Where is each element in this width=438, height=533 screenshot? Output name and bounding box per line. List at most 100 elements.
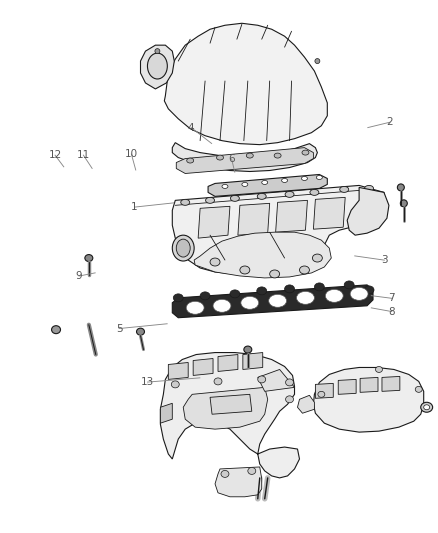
Polygon shape [208,174,327,196]
Text: 8: 8 [388,306,394,317]
Text: 9: 9 [75,271,82,281]
Ellipse shape [240,296,258,309]
Ellipse shape [364,185,373,191]
Ellipse shape [176,239,190,257]
Ellipse shape [257,376,265,383]
Ellipse shape [51,326,60,334]
Ellipse shape [85,255,92,262]
Ellipse shape [314,283,324,291]
Ellipse shape [214,378,222,385]
Ellipse shape [317,391,324,397]
Polygon shape [172,285,372,318]
Polygon shape [242,352,262,369]
Ellipse shape [325,289,343,302]
Polygon shape [313,197,344,229]
Ellipse shape [374,367,381,373]
Polygon shape [172,185,383,274]
Polygon shape [164,23,327,144]
Ellipse shape [230,290,239,298]
Polygon shape [237,203,269,235]
Ellipse shape [212,300,230,312]
Ellipse shape [246,153,253,158]
Polygon shape [198,206,230,238]
Text: 1: 1 [131,202,138,212]
Ellipse shape [301,176,307,181]
Ellipse shape [299,266,309,274]
Ellipse shape [186,301,204,314]
Polygon shape [381,376,399,391]
Polygon shape [193,359,212,375]
Ellipse shape [171,381,179,388]
Polygon shape [313,367,423,432]
Polygon shape [215,467,261,497]
Text: 10: 10 [124,149,138,159]
Ellipse shape [281,179,287,182]
Polygon shape [168,362,188,379]
Ellipse shape [269,270,279,278]
Ellipse shape [216,155,223,160]
Polygon shape [257,369,294,391]
Text: 4: 4 [187,123,194,133]
Polygon shape [140,45,174,89]
Ellipse shape [136,328,144,335]
Ellipse shape [363,286,373,294]
Ellipse shape [285,379,293,386]
Ellipse shape [222,184,227,188]
Polygon shape [297,395,314,413]
Text: 11: 11 [77,150,90,160]
Ellipse shape [284,191,293,197]
Ellipse shape [420,402,432,412]
Polygon shape [209,394,251,414]
Ellipse shape [173,294,183,302]
Ellipse shape [261,181,267,184]
Polygon shape [183,387,267,429]
Ellipse shape [312,254,321,262]
Ellipse shape [239,266,249,274]
Ellipse shape [256,287,266,295]
Ellipse shape [155,49,159,54]
Ellipse shape [350,287,367,300]
Ellipse shape [273,153,280,158]
Polygon shape [194,232,331,278]
Ellipse shape [172,235,194,261]
Text: 12: 12 [48,150,61,160]
Text: 7: 7 [388,293,394,303]
Ellipse shape [339,187,348,192]
Polygon shape [172,143,317,172]
Polygon shape [160,403,172,423]
Ellipse shape [243,346,251,353]
Ellipse shape [414,386,421,392]
Ellipse shape [180,199,189,205]
Ellipse shape [186,158,193,163]
Ellipse shape [285,396,293,403]
Ellipse shape [396,184,403,191]
Text: 5: 5 [116,324,122,334]
Ellipse shape [301,150,308,155]
Ellipse shape [209,258,219,266]
Text: 3: 3 [380,255,387,265]
Polygon shape [218,354,237,372]
Ellipse shape [309,189,318,196]
Ellipse shape [200,292,209,300]
Ellipse shape [147,53,167,79]
Ellipse shape [247,467,255,474]
Ellipse shape [423,405,429,410]
Ellipse shape [316,175,321,180]
Ellipse shape [314,59,319,63]
Ellipse shape [205,197,214,203]
Ellipse shape [230,196,239,201]
Ellipse shape [284,285,294,293]
Ellipse shape [399,200,406,207]
Polygon shape [359,377,377,392]
Ellipse shape [343,281,353,289]
Ellipse shape [220,471,229,478]
Polygon shape [337,379,355,394]
Polygon shape [275,200,307,232]
Ellipse shape [296,292,314,304]
Polygon shape [160,352,299,478]
Ellipse shape [268,294,286,308]
Ellipse shape [257,193,265,199]
Text: 2: 2 [385,117,392,127]
Polygon shape [176,148,313,173]
Text: 6: 6 [228,155,234,164]
